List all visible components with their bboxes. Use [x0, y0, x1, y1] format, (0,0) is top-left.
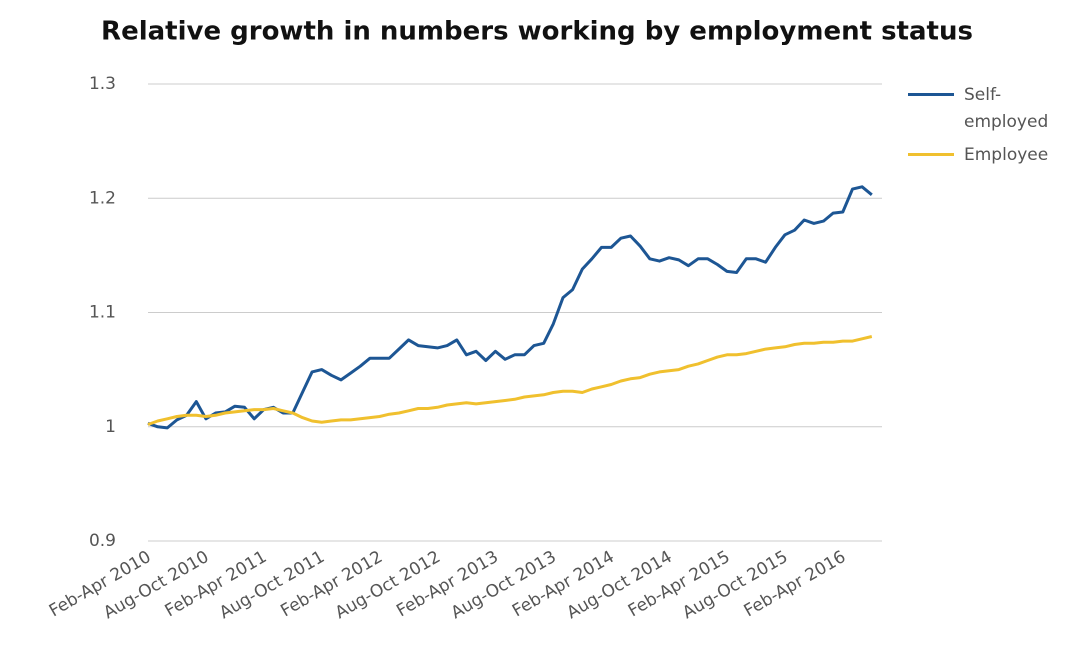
- y-tick-label: 0.9: [89, 531, 116, 551]
- legend-swatch: [908, 93, 954, 96]
- series-line: [147, 185, 873, 430]
- legend-item: Employee: [908, 142, 1075, 169]
- legend-item: Self-employed: [908, 82, 1075, 136]
- series-line: [147, 335, 873, 426]
- y-tick-label: 1.1: [89, 303, 116, 323]
- y-tick-label: 1.2: [89, 188, 116, 208]
- legend-label: Employee: [964, 145, 1049, 165]
- y-tick-label: 1.3: [89, 74, 116, 94]
- legend-swatch: [908, 153, 954, 156]
- y-tick-label: 1: [105, 417, 116, 437]
- chart-title: Relative growth in numbers working by em…: [101, 17, 973, 47]
- legend-label: Self-employed: [964, 85, 1049, 132]
- legend: Self-employed Employee: [908, 82, 1075, 175]
